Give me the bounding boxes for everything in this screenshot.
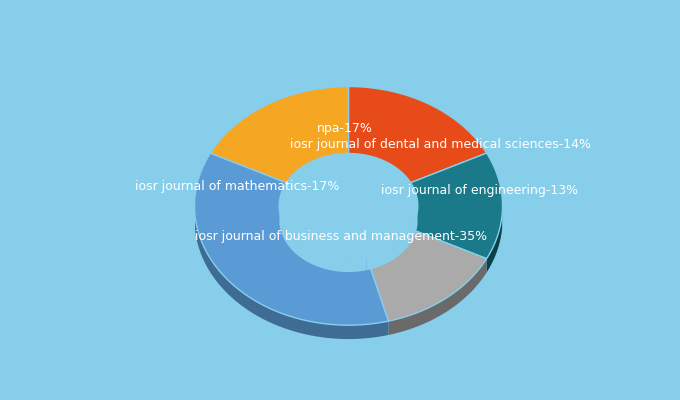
Text: iosr journal of business and management-35%: iosr journal of business and management-…	[194, 230, 487, 243]
Polygon shape	[367, 229, 487, 321]
Polygon shape	[194, 153, 388, 325]
Polygon shape	[279, 210, 367, 272]
Polygon shape	[367, 229, 411, 270]
Text: iosr journal of engineering-13%: iosr journal of engineering-13%	[381, 184, 578, 197]
Text: iosr journal of dental and medical sciences-14%: iosr journal of dental and medical scien…	[290, 138, 592, 151]
Polygon shape	[411, 153, 503, 259]
Polygon shape	[487, 214, 502, 272]
Polygon shape	[210, 86, 348, 183]
Text: iosr journal of mathematics-17%: iosr journal of mathematics-17%	[135, 180, 339, 193]
Polygon shape	[348, 86, 487, 183]
Polygon shape	[388, 259, 487, 335]
Polygon shape	[411, 210, 418, 243]
Polygon shape	[195, 216, 388, 339]
Text: npa-17%: npa-17%	[317, 122, 373, 135]
